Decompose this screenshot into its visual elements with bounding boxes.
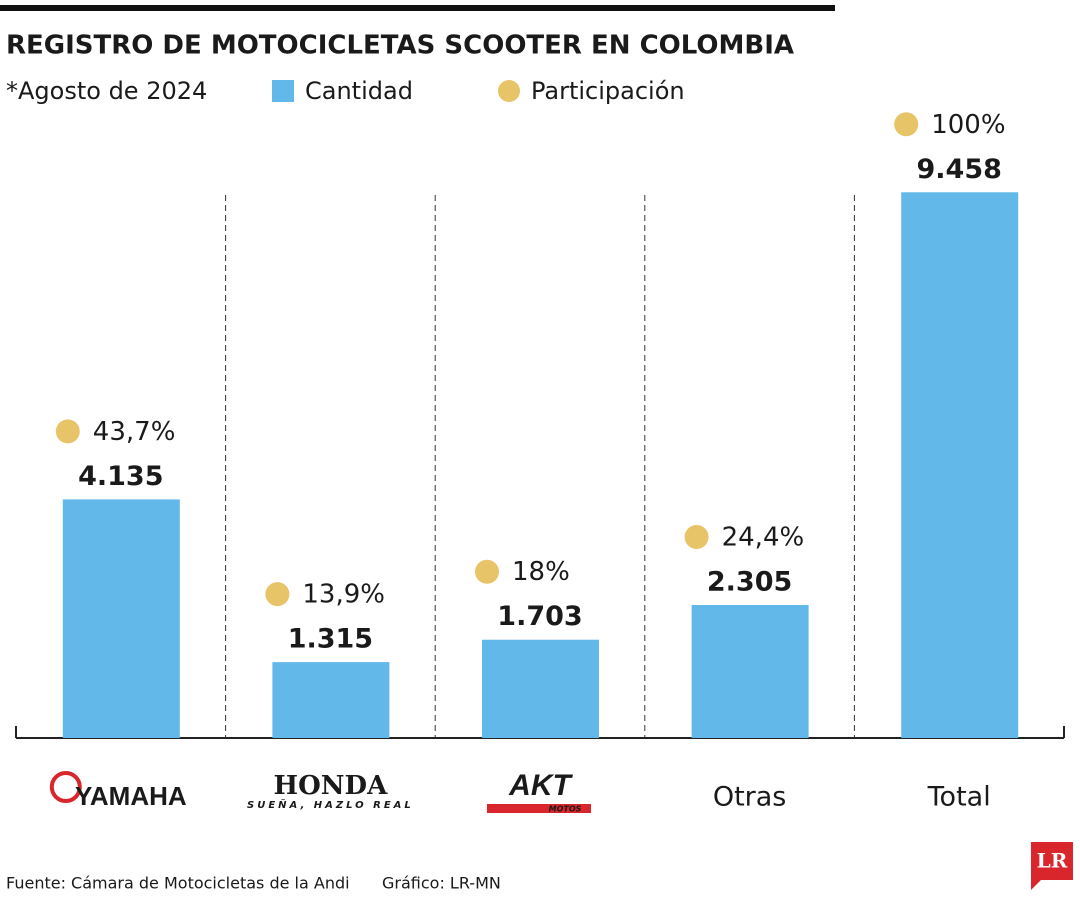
legend-swatch (272, 80, 294, 102)
chart-title: REGISTRO DE MOTOCICLETAS SCOOTER EN COLO… (6, 31, 794, 61)
logo-text: LR (1037, 849, 1068, 873)
bar (272, 662, 390, 738)
x-tick-sublabel: SUEÑA, HAZLO REAL (247, 798, 414, 811)
share-dot (684, 525, 709, 550)
top-rule (0, 5, 835, 11)
credit: Gráfico: LR-MN (382, 874, 501, 893)
bar (901, 192, 1019, 738)
x-tick-sublabel: MOTOS (549, 805, 582, 814)
x-tick-label: Otras (713, 782, 787, 813)
value-label: 2.305 (707, 567, 792, 598)
value-label: 1.703 (497, 601, 582, 632)
legend-label: Participación (531, 77, 685, 105)
share-label: 13,9% (302, 580, 385, 610)
value-label: 9.458 (916, 154, 1001, 185)
logo-tail (1031, 880, 1041, 890)
chart-subtitle: *Agosto de 2024 (6, 77, 207, 105)
share-dot (894, 112, 919, 137)
value-label: 4.135 (78, 461, 163, 492)
logo-stripe (487, 804, 591, 813)
share-dot (265, 582, 290, 607)
share-dot (55, 419, 80, 444)
share-label: 100% (931, 110, 1005, 140)
bar (62, 499, 180, 738)
bar (691, 605, 809, 738)
x-tick-label: HONDA (274, 771, 389, 801)
x-tick-label: AKT (508, 769, 573, 802)
share-label: 24,4% (722, 523, 805, 553)
legend-label: Cantidad (305, 77, 413, 105)
share-dot (475, 559, 499, 584)
x-tick-label: Total (927, 782, 991, 813)
share-label: 43,7% (93, 417, 176, 447)
legend-swatch (498, 80, 520, 102)
logo-box (1031, 842, 1073, 880)
x-tick-label: YAMAHA (75, 781, 187, 811)
logo-emblem (49, 771, 82, 803)
value-label: 1.315 (288, 624, 373, 655)
share-label: 18% (512, 557, 570, 587)
source: Fuente: Cámara de Motocicletas de la And… (6, 874, 350, 893)
bar (482, 639, 599, 738)
